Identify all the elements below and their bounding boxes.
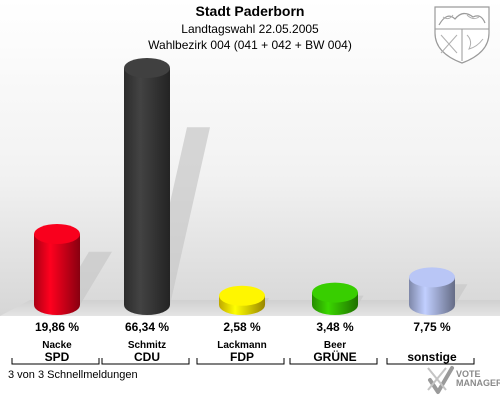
value-label: 19,86 % [34, 320, 80, 334]
bar-top [34, 224, 80, 245]
bar-body [34, 234, 80, 315]
bar-sonstige [409, 267, 455, 315]
category-bracket [196, 358, 285, 365]
bar-body [124, 68, 170, 315]
candidate-name: Beer [323, 340, 347, 351]
category-bracket [101, 358, 190, 365]
bar-spd [34, 224, 80, 315]
bar-top [312, 282, 358, 303]
chart-title: Stadt Paderborn [195, 3, 305, 19]
candidate-name: Schmitz [127, 340, 167, 351]
candidate-name: Nacke [42, 340, 72, 351]
value-label: 2,58 % [223, 320, 261, 334]
bar-cdu [124, 58, 170, 315]
district-label: Wahlbezirk 004 (041 + 042 + BW 004) [148, 38, 352, 52]
bar-top [124, 58, 170, 78]
party-label: FDP [230, 350, 254, 364]
vote-manager-logo-text: VOTE MANAGER [456, 369, 500, 388]
bar-body [409, 277, 455, 315]
candidate-name: Lackmann [217, 340, 267, 351]
category-bracket [11, 358, 100, 365]
party-label: CDU [134, 350, 160, 364]
category-bracket [289, 358, 378, 365]
bar-fdp [219, 285, 265, 315]
bar-gr-ne [312, 282, 358, 315]
category-bracket [386, 358, 475, 365]
party-label: sonstige [407, 350, 457, 364]
chart-subtitle: Landtagswahl 22.05.2005 [181, 22, 319, 36]
vote-manager-logo-icon [427, 366, 454, 394]
party-label: GRÜNE [313, 350, 357, 364]
status-text: 3 von 3 Schnellmeldungen [8, 369, 138, 381]
value-label: 3,48 % [316, 320, 354, 334]
bar-top [409, 267, 455, 288]
coat-of-arms-icon [434, 6, 490, 64]
party-label: SPD [44, 350, 70, 364]
value-label: 66,34 % [124, 320, 170, 334]
value-label: 7,75 % [413, 320, 451, 334]
bar-top [219, 285, 265, 306]
